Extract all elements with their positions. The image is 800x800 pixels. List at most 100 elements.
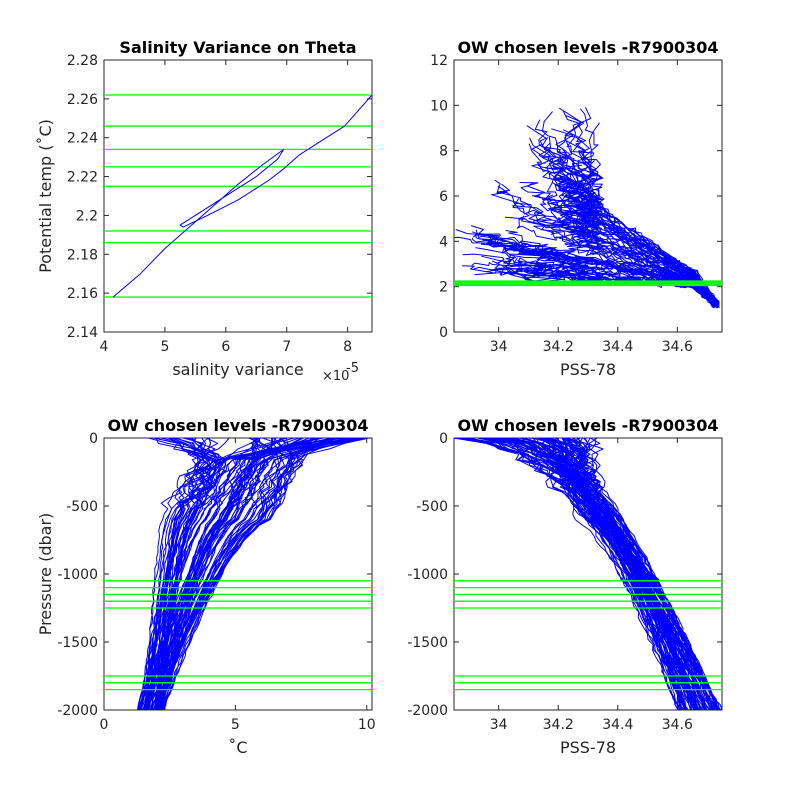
panel-pressure-temperature: OW chosen levels -R7900304 0 5 10 0 -500 -1000… [36,416,376,757]
plot-area [454,438,722,710]
panel-theta-salinity: OW chosen levels -R7900304 34 34.2 34.4 34.6… [430,38,723,379]
temperature-profile-line [163,438,314,710]
axes-frame [103,437,373,711]
x-tick-label: 34 [490,717,508,733]
temperature-profile-line [149,438,365,710]
salinity-profile-line [567,438,679,710]
salinity-profile-line [513,438,684,710]
y-tick-label: 2.14 [67,325,98,341]
x-tick-label: 34.6 [662,339,693,355]
temperature-profile-line [163,438,319,710]
salinity-profile-line [500,438,687,710]
x-tick-label: 7 [282,339,291,355]
chart-title: OW chosen levels -R7900304 [457,38,718,57]
axes-frame [103,59,373,333]
chart-title: Salinity Variance on Theta [119,38,356,57]
y-tick-label: 2.22 [67,170,98,186]
temperature-profile-line [144,438,221,710]
temperature-profile-line [146,438,365,710]
x-axis-label: PSS-78 [560,738,616,757]
x-tick-label: 4 [100,339,109,355]
x-tick-label: 5 [231,717,240,733]
salinity-profile-line [457,438,696,710]
temperature-profile-line [158,438,345,710]
ts-profile-line [512,201,716,308]
y-tick-label: 0 [439,431,448,447]
y-tick-label: -500 [416,499,448,515]
temperature-profile-line [147,438,324,710]
salinity-profile-line [501,438,695,710]
x-tick-label: 34 [490,339,508,355]
ts-profile-line [504,216,714,304]
ts-profile-line [471,237,716,307]
temperature-profile-line [162,438,296,710]
salinity-profile-line [506,438,708,710]
temperature-profile-line [148,438,217,710]
salinity-profile-line [488,438,686,710]
y-tick-label: 0 [439,325,448,341]
y-tick-label: -2000 [57,703,98,719]
ts-profile-line [578,149,720,303]
temperature-profile-line [160,438,274,710]
panel-salinity-variance: Salinity Variance on Theta 4 5 6 7 8 2.14 2.16 2… [36,38,373,384]
axes-frame [453,437,723,711]
temperature-profile-line [147,438,356,710]
panel-pressure-salinity: OW chosen levels -R7900304 34 34.2 34.4 34.6… [407,416,723,757]
y-tick-label: 2.24 [67,131,98,147]
temperature-profile-line [149,438,211,710]
x-tick-label: 34.4 [602,717,633,733]
x-axis-label: ˚C [228,738,247,757]
y-tick-label: -1000 [57,567,98,583]
temperature-profile-line [155,438,357,710]
temperature-profile-line [145,438,209,710]
x-tick-label: 34.2 [543,717,574,733]
x-exponent-power: -5 [346,361,359,376]
x-tick-label: 34.4 [602,339,633,355]
temperature-profile-line [144,438,277,710]
chart-title: OW chosen levels -R7900304 [107,416,368,435]
x-tick-label: 34.2 [543,339,574,355]
plot-area [104,438,372,710]
y-tick-label: 6 [439,189,448,205]
y-tick-label: 2.28 [67,53,98,69]
temperature-profile-line [158,438,362,710]
x-tick-label: 5 [160,339,169,355]
x-exponent-label: ×10 [322,369,349,384]
ts-profile-line [572,106,718,305]
temperature-profile-line [150,438,350,710]
chart-title: OW chosen levels -R7900304 [457,416,718,435]
temperature-profile-line [142,438,303,710]
x-tick-label: 10 [358,717,376,733]
x-tick-label: 34.6 [662,717,693,733]
x-axis-label: PSS-78 [560,360,616,379]
ts-profile-line [542,111,715,308]
plot-area [104,94,372,298]
ts-profile-line [529,137,718,306]
salinity-profile-line [478,438,697,710]
ts-profile-line [475,247,719,304]
y-tick-label: 8 [439,144,448,160]
y-tick-label: 4 [439,234,448,250]
salinity-profile-line [562,438,698,710]
y-tick-label: 2 [439,280,448,296]
temperature-profile-line [154,438,211,710]
x-tick-label: 8 [343,339,352,355]
y-tick-label: -500 [66,499,98,515]
ts-profile-line [552,200,719,308]
salinity-profile-line [480,438,705,710]
y-tick-label: -1500 [407,635,448,651]
y-tick-label: 2.2 [76,208,98,224]
y-tick-label: -2000 [407,703,448,719]
salinity-profile-line [514,438,683,710]
x-tick-label: 6 [221,339,230,355]
salinity-profile-line [483,438,683,710]
y-tick-label: -1500 [57,635,98,651]
y-tick-label: 0 [89,431,98,447]
y-tick-label: -1000 [407,567,448,583]
ts-profile-line [476,233,716,305]
y-tick-label: 2.18 [67,247,98,263]
y-tick-label: 2.16 [67,286,98,302]
x-tick-label: 0 [100,717,109,733]
temperature-profile-line [159,438,338,710]
